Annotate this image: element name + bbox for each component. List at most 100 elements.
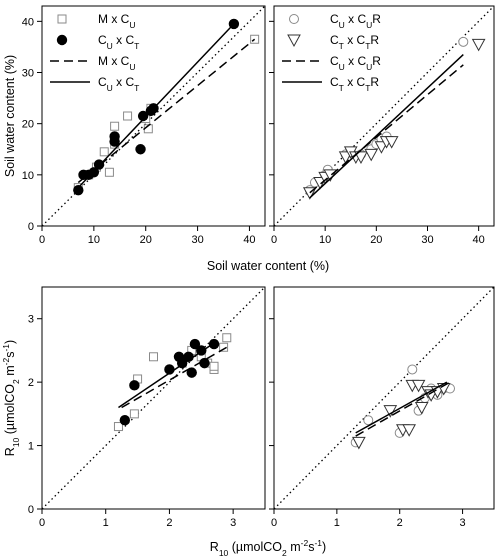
fit-line-dashed: [355, 381, 451, 437]
x-tick-label: 0: [271, 517, 277, 529]
legend-label-part: U: [366, 62, 372, 72]
legend-label-part: x C: [113, 75, 135, 89]
legend-marker: [56, 34, 68, 46]
legend-label-part: R: [370, 33, 379, 47]
x-tick-label: 20: [370, 234, 382, 246]
y-tick-label: 0: [28, 504, 34, 516]
one-to-one-line: [41, 5, 266, 227]
legend-label-part: U: [366, 20, 372, 30]
panel-bottom-left: 0 1 2 3 0 1 2 3: [28, 286, 266, 529]
point-open-square: [250, 34, 260, 44]
one-to-one-line: [41, 286, 266, 510]
x-axis-label-bottom-part: 2: [282, 548, 287, 558]
legend-marker: [57, 14, 67, 24]
point-filled-circle: [119, 415, 131, 426]
legend-label-part: U: [129, 62, 135, 72]
legend-label-part: M x C: [98, 12, 130, 26]
x-tick-label: 2: [397, 517, 403, 529]
legend-label-part: C: [330, 75, 339, 89]
legend-label: CU x CUR: [330, 12, 381, 30]
y-axis-label-bottom-part: 10: [11, 437, 21, 447]
point-filled-circle: [135, 144, 146, 155]
one-to-one-line: [273, 286, 495, 510]
y-axis-label-bottom-part: ): [3, 340, 17, 344]
x-tick-label: 1: [334, 517, 340, 529]
legend-label-part: U: [339, 20, 345, 30]
fit-line-solid: [77, 23, 235, 189]
legend-label-part: C: [330, 54, 339, 68]
point-open-triangle-down: [352, 436, 366, 450]
point-filled-circle: [199, 357, 210, 369]
x-axis-label-bottom-part: (µmolCO: [228, 540, 282, 554]
point-open-square: [113, 422, 123, 432]
point-filled-circle: [208, 338, 220, 350]
fit-line-dashed: [77, 38, 256, 184]
point-open-square: [209, 361, 219, 371]
panel-bottom-right: 0 1 2 3: [269, 286, 495, 529]
point-open-square: [149, 352, 158, 362]
x-tick-label: 3: [460, 517, 466, 529]
point-filled-circle: [109, 131, 120, 142]
x-tick-label: 0: [271, 234, 277, 246]
point-open-square: [129, 409, 139, 419]
y-axis-label-bottom-part: -1: [1, 344, 11, 352]
legend-label: CT x CTR: [330, 33, 379, 51]
x-axis-label-bottom-part: R: [210, 540, 219, 554]
y-tick-label: 40: [22, 16, 34, 28]
point-filled-circle: [129, 380, 140, 391]
x-axis-label-bottom-part: -1: [314, 538, 322, 548]
legend-label-part: C: [330, 12, 339, 26]
x-tick-label: 30: [421, 234, 433, 246]
legend-label: CU x CT: [98, 33, 139, 51]
point-open-triangle-down: [384, 136, 399, 149]
y-axis-label-bottom-part: m: [3, 365, 17, 379]
legend-marker: [287, 34, 301, 48]
point-open-circle: [407, 364, 418, 375]
legend-label-part: T: [134, 83, 139, 93]
legend-label-part: T: [339, 41, 344, 51]
fit-line-dashed: [121, 346, 228, 409]
x-axis-label-bottom: R10 (µmolCO2 m-2s-1): [210, 538, 326, 558]
fit-line-solid: [355, 381, 448, 434]
point-open-circle: [458, 36, 469, 47]
point-filled-circle: [189, 338, 201, 350]
legend-label-part: x C: [344, 33, 366, 47]
point-open-square: [104, 167, 114, 177]
y-tick-label: 2: [28, 377, 34, 389]
legend-marker: [289, 14, 299, 24]
point-open-circle: [363, 415, 374, 426]
legend-label-part: T: [134, 41, 139, 51]
point-open-triangle-down: [471, 38, 486, 52]
legend-label-part: T: [339, 83, 344, 93]
legend-label-part: x C: [113, 33, 135, 47]
legend-label: M x CU: [98, 12, 135, 30]
legend-label-part: R: [372, 54, 381, 68]
legend-label-part: x C: [344, 75, 366, 89]
point-filled-circle: [186, 367, 197, 378]
x-tick-label: 2: [166, 517, 172, 529]
y-axis-label-bottom-part: s: [3, 352, 17, 358]
plot-frame: [41, 286, 266, 510]
plot-frame: [273, 5, 495, 227]
legend-label-part: C: [330, 33, 339, 47]
point-filled-circle: [73, 184, 84, 196]
x-axis-label-bottom-part: -2: [301, 538, 309, 548]
plot-frame: [41, 5, 266, 227]
y-tick-label: 20: [22, 119, 34, 131]
y-axis-label-top-part: Soil water content (%): [3, 55, 17, 177]
legend-label-part: U: [339, 62, 345, 72]
x-axis-label-bottom-part: s: [308, 540, 314, 554]
y-tick-label: 3: [28, 314, 34, 326]
y-axis-label-bottom-part: (µmolCO: [3, 384, 17, 438]
point-open-triangle-down: [364, 148, 379, 162]
x-tick-label: 40: [473, 234, 485, 246]
fit-line-dashed: [309, 64, 464, 194]
point-open-triangle-down: [354, 151, 368, 164]
y-tick-label: 1: [28, 441, 34, 453]
legend-label: CU x CUR: [330, 54, 381, 72]
x-tick-label: 3: [230, 517, 236, 529]
legend-label-part: x C: [345, 12, 367, 26]
legend-label-part: R: [372, 12, 381, 26]
y-tick-label: 10: [22, 170, 34, 182]
